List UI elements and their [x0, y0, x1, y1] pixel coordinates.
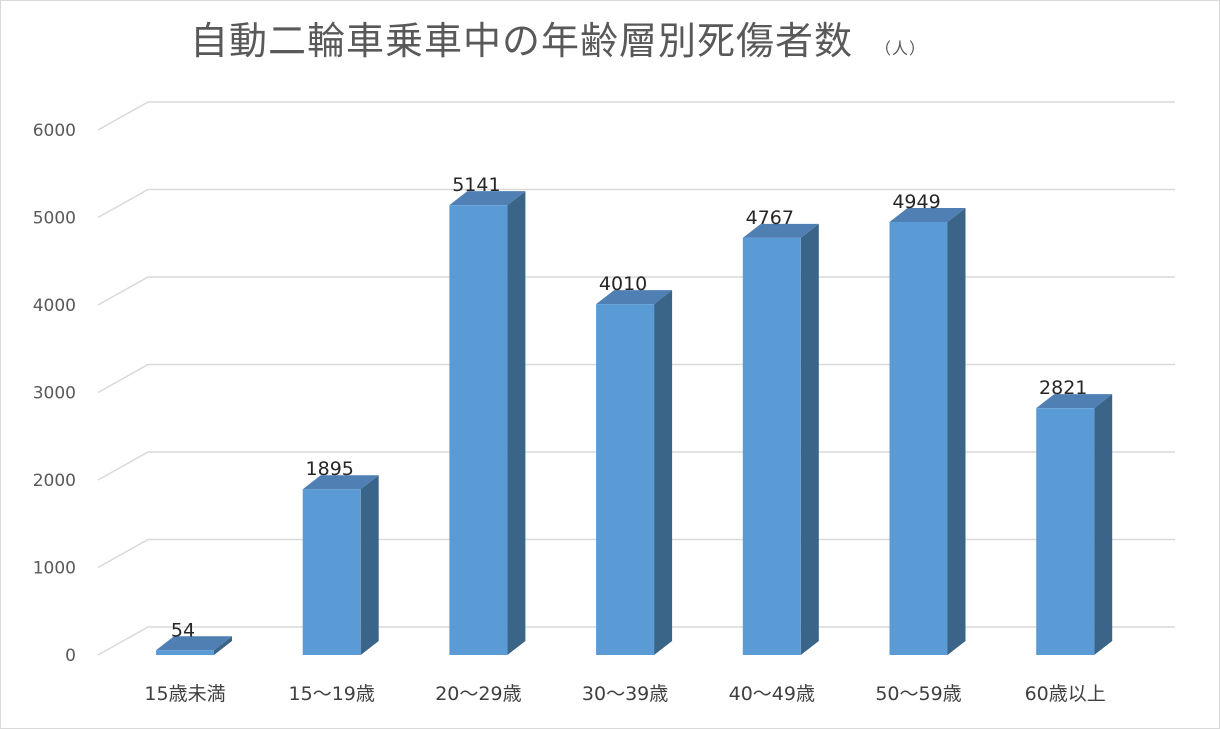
gridlines	[97, 101, 1175, 656]
bar: 54	[156, 619, 232, 655]
y-tick-label: 3000	[33, 384, 76, 404]
chart-unit: （人）	[875, 39, 927, 58]
bar-side	[947, 207, 966, 655]
bar-front	[596, 304, 655, 655]
bar-front	[449, 205, 508, 655]
bar-side	[507, 191, 526, 655]
bar-top	[302, 475, 379, 490]
x-category-label: 50～59歳	[875, 683, 961, 705]
bar: 1895	[302, 458, 379, 655]
chart-title: 自動二輪車乗車中の年齢層別死傷者数	[190, 19, 854, 63]
bar-top	[596, 290, 673, 305]
gridline	[97, 276, 1175, 306]
data-label: 5141	[452, 174, 500, 196]
data-label: 2821	[1039, 377, 1087, 399]
x-category-label: 15～19歳	[289, 683, 375, 705]
y-tick-label: 4000	[33, 296, 76, 316]
x-category-label: 15歳未満	[144, 683, 225, 705]
bar-side	[360, 475, 379, 655]
bar-top	[449, 191, 526, 206]
bar: 5141	[449, 174, 526, 655]
bars: 54 1895 5141 4010 4767 4949 2821	[156, 174, 1113, 655]
bar-front	[302, 489, 361, 655]
bar-side	[654, 290, 673, 655]
gridline	[97, 451, 1175, 481]
data-label: 4767	[746, 207, 794, 229]
bar-front	[742, 237, 801, 655]
bar: 2821	[1036, 377, 1113, 655]
x-category-label: 40～49歳	[729, 683, 815, 705]
data-label: 1895	[306, 458, 354, 480]
bar-top	[1036, 394, 1113, 409]
bar-side	[214, 636, 232, 655]
bar-top	[889, 207, 966, 222]
bar-side	[800, 223, 819, 655]
gridline	[97, 363, 1175, 394]
chart-title-block: 自動二輪車乗車中の年齢層別死傷者数 （人）	[190, 10, 926, 70]
bar: 4767	[742, 207, 819, 655]
x-axis-labels: 15歳未満 15～19歳 20～29歳 30～39歳 40～49歳 50～59歳 60歳以上	[144, 683, 1105, 705]
data-label: 4949	[892, 191, 940, 213]
y-axis-ticks: 0 1000 2000 3000 4000 5000 6000	[33, 121, 76, 666]
x-category-label: 60歳以上	[1025, 683, 1106, 705]
bar-front	[889, 221, 948, 655]
bar: 4949	[889, 191, 966, 655]
x-category-label: 20～29歳	[435, 683, 521, 705]
bar-front	[156, 650, 214, 655]
y-tick-label: 0	[65, 646, 76, 666]
data-label: 54	[171, 619, 195, 641]
y-tick-label: 1000	[33, 559, 76, 579]
data-label: 4010	[599, 273, 647, 295]
bar: 4010	[596, 273, 673, 655]
gridline	[97, 101, 1175, 131]
bar-top	[156, 636, 232, 651]
bar-front	[1036, 408, 1095, 655]
y-tick-label: 2000	[33, 471, 76, 491]
gridline	[97, 538, 1175, 569]
gridline	[97, 188, 1175, 219]
gridline	[97, 626, 1175, 656]
x-category-label: 30～39歳	[582, 683, 668, 705]
bar-side	[1094, 394, 1113, 655]
y-tick-label: 6000	[33, 121, 76, 141]
bar-top	[742, 223, 819, 238]
y-tick-label: 5000	[33, 209, 76, 229]
